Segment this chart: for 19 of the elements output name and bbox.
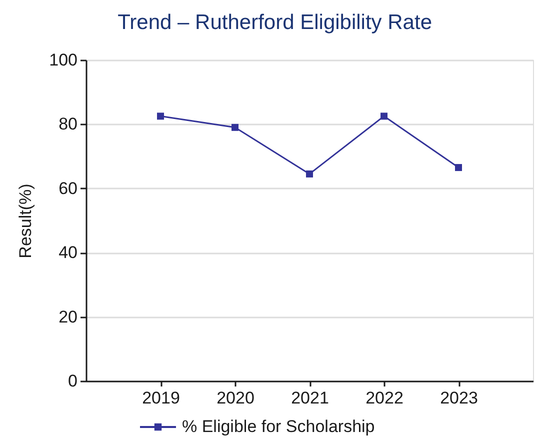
x-tick-label: 2023	[440, 388, 478, 408]
y-tick-label: 60	[58, 178, 78, 198]
y-tick-label: 0	[68, 372, 78, 390]
chart-title: Trend – Rutherford Eligibility Rate	[118, 11, 432, 34]
y-tick-label: 40	[58, 243, 78, 262]
x-tick-label: 2022	[366, 388, 404, 408]
x-tick-label: 2021	[291, 388, 329, 408]
point	[380, 112, 388, 120]
legend-label: % Eligible for Scholarship	[182, 417, 375, 436]
point	[455, 164, 462, 172]
point	[232, 124, 238, 131]
point	[306, 170, 313, 178]
y-tick-label: 80	[58, 114, 78, 134]
y-tick-label: 100	[49, 50, 78, 70]
y-tick-label: 20	[58, 307, 78, 326]
point	[157, 112, 164, 120]
x-tick-label: 2019	[142, 388, 180, 408]
x-tick-label: 2020	[216, 388, 254, 408]
y-axis-title: Result(%)	[16, 184, 36, 258]
